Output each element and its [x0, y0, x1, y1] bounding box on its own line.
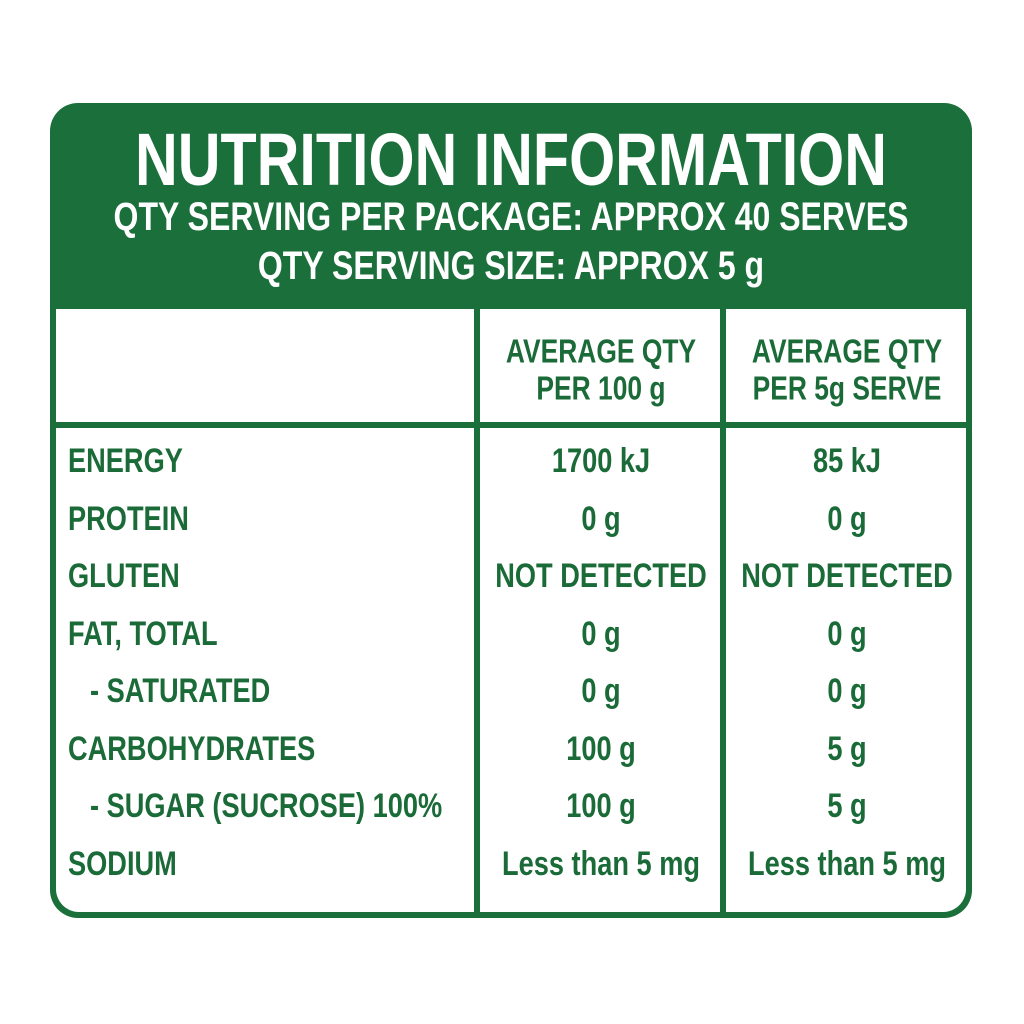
- value-per-serve: 85 kJ: [812, 442, 882, 480]
- value-per-100g: 100 g: [566, 787, 636, 825]
- value-per-serve: 0 g: [827, 499, 867, 538]
- column-divider: [720, 309, 726, 912]
- column-header: PER 5g SERVE: [752, 369, 942, 407]
- value-per-100g: 100 g: [566, 729, 636, 768]
- column-header: PER 100 g: [536, 369, 666, 407]
- value-per-100g: 0 g: [581, 614, 621, 653]
- title: NUTRITION INFORMATION: [135, 118, 887, 201]
- value-per-100g: Less than 5 mg: [501, 844, 701, 883]
- value-per-100g: 0 g: [581, 499, 621, 538]
- column-header: AVERAGE QTY: [505, 332, 697, 370]
- header-divider: [56, 422, 966, 428]
- column-divider: [474, 309, 480, 912]
- value-per-100g: 0 g: [581, 672, 621, 710]
- servings-per-package: QTY SERVING PER PACKAGE: APPROX 40 SERVE…: [113, 195, 909, 239]
- value-per-serve: 0 g: [827, 672, 867, 710]
- nutrient-name: GLUTEN: [68, 557, 180, 595]
- nutrient-name: - SUGAR (SUCROSE) 100%: [90, 787, 443, 825]
- value-per-serve: Less than 5 mg: [747, 844, 947, 883]
- value-per-serve: 5 g: [827, 729, 867, 768]
- value-per-100g: NOT DETECTED: [495, 557, 707, 595]
- nutrient-name: ENERGY: [68, 442, 183, 480]
- value-per-serve: NOT DETECTED: [741, 557, 953, 595]
- nutrient-name: PROTEIN: [68, 499, 189, 538]
- nutrient-name: FAT, TOTAL: [68, 614, 218, 653]
- value-per-100g: 1700 kJ: [551, 442, 651, 480]
- nutrient-name: - SATURATED: [90, 672, 271, 710]
- serving-size: QTY SERVING SIZE: APPROX 5 g: [257, 244, 765, 288]
- nutrient-name: SODIUM: [68, 844, 177, 883]
- value-per-serve: 5 g: [827, 787, 867, 825]
- nutrient-name: CARBOHYDRATES: [68, 729, 316, 768]
- value-per-serve: 0 g: [827, 614, 867, 653]
- table-body: [56, 309, 966, 912]
- column-header: AVERAGE QTY: [751, 332, 943, 370]
